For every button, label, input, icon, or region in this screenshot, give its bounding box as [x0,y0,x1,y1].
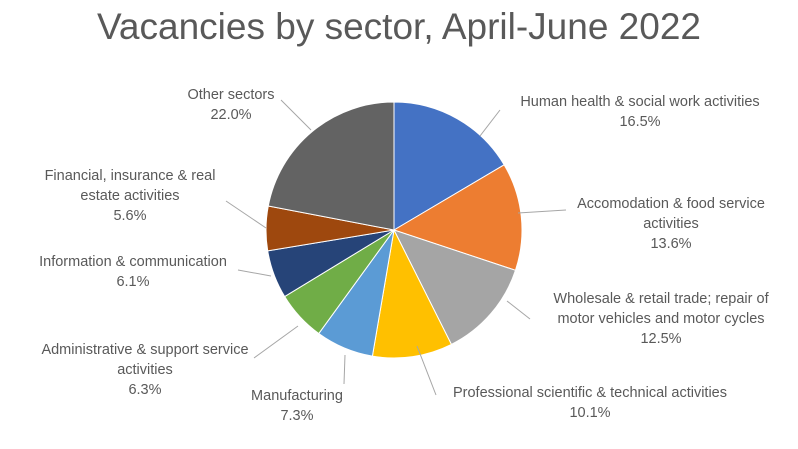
slice-name: Professional scientific & technical acti… [453,385,727,401]
slice-label-6: Administrative & support service activiti… [41,342,248,398]
slice-name: estate activities [80,188,179,204]
leader-line-7 [237,269,272,277]
slice-label-8: Financial, insurance & real estate activi… [45,168,216,224]
leader-line-2 [517,209,567,214]
slice-label-4: Professional scientific & technical acti… [453,385,727,421]
slice-percent: 22.0% [210,107,251,123]
slice-label-3: Wholesale & retail trade; repair of motor… [553,291,769,347]
slice-name: Other sectors [187,87,274,103]
slice-name: Human health & social work activities [520,94,759,110]
slice-label-1: Human health & social work activities 16.… [520,94,759,130]
slice-name: Manufacturing [251,388,343,404]
slice-percent: 16.5% [619,114,660,130]
leader-line-6 [253,325,299,359]
leader-line-3 [506,300,531,320]
slice-percent: 13.6% [650,236,691,252]
leader-line-8 [225,200,267,229]
chart-title: Vacancies by sector, April-June 2022 [97,6,701,47]
slice-percent: 6.1% [116,274,149,290]
leader-line-1 [479,109,501,137]
slice-name: Wholesale & retail trade; repair of [553,291,769,307]
leader-line-9 [280,99,312,131]
slice-percent: 10.1% [569,405,610,421]
slice-label-5: Manufacturing 7.3% [251,388,343,424]
slice-name: activities [117,362,173,378]
pie-slice-2 [392,164,523,271]
slice-name: Information & communication [39,254,227,270]
slice-name: motor vehicles and motor cycles [557,311,764,327]
pie-slice-1 [393,101,505,231]
slice-percent: 5.6% [113,208,146,224]
leader-line-4 [416,345,437,396]
slice-name: Financial, insurance & real [45,168,216,184]
slice-name: Administrative & support service [41,342,248,358]
pie-slice-4 [371,228,453,359]
leader-line-5 [343,354,346,385]
slice-percent: 12.5% [640,331,681,347]
slice-label-2: Accomodation & food service activities 13.… [577,196,765,252]
slice-name: activities [643,216,699,232]
slice-percent: 7.3% [280,408,313,424]
slice-label-9: Other sectors 22.0% [187,87,274,123]
pie-slice-3 [393,229,517,346]
slice-percent: 6.3% [128,382,161,398]
slice-name: Accomodation & food service [577,196,765,212]
slice-label-7: Information & communication 6.1% [39,254,227,290]
pie-slice-9 [267,101,395,231]
